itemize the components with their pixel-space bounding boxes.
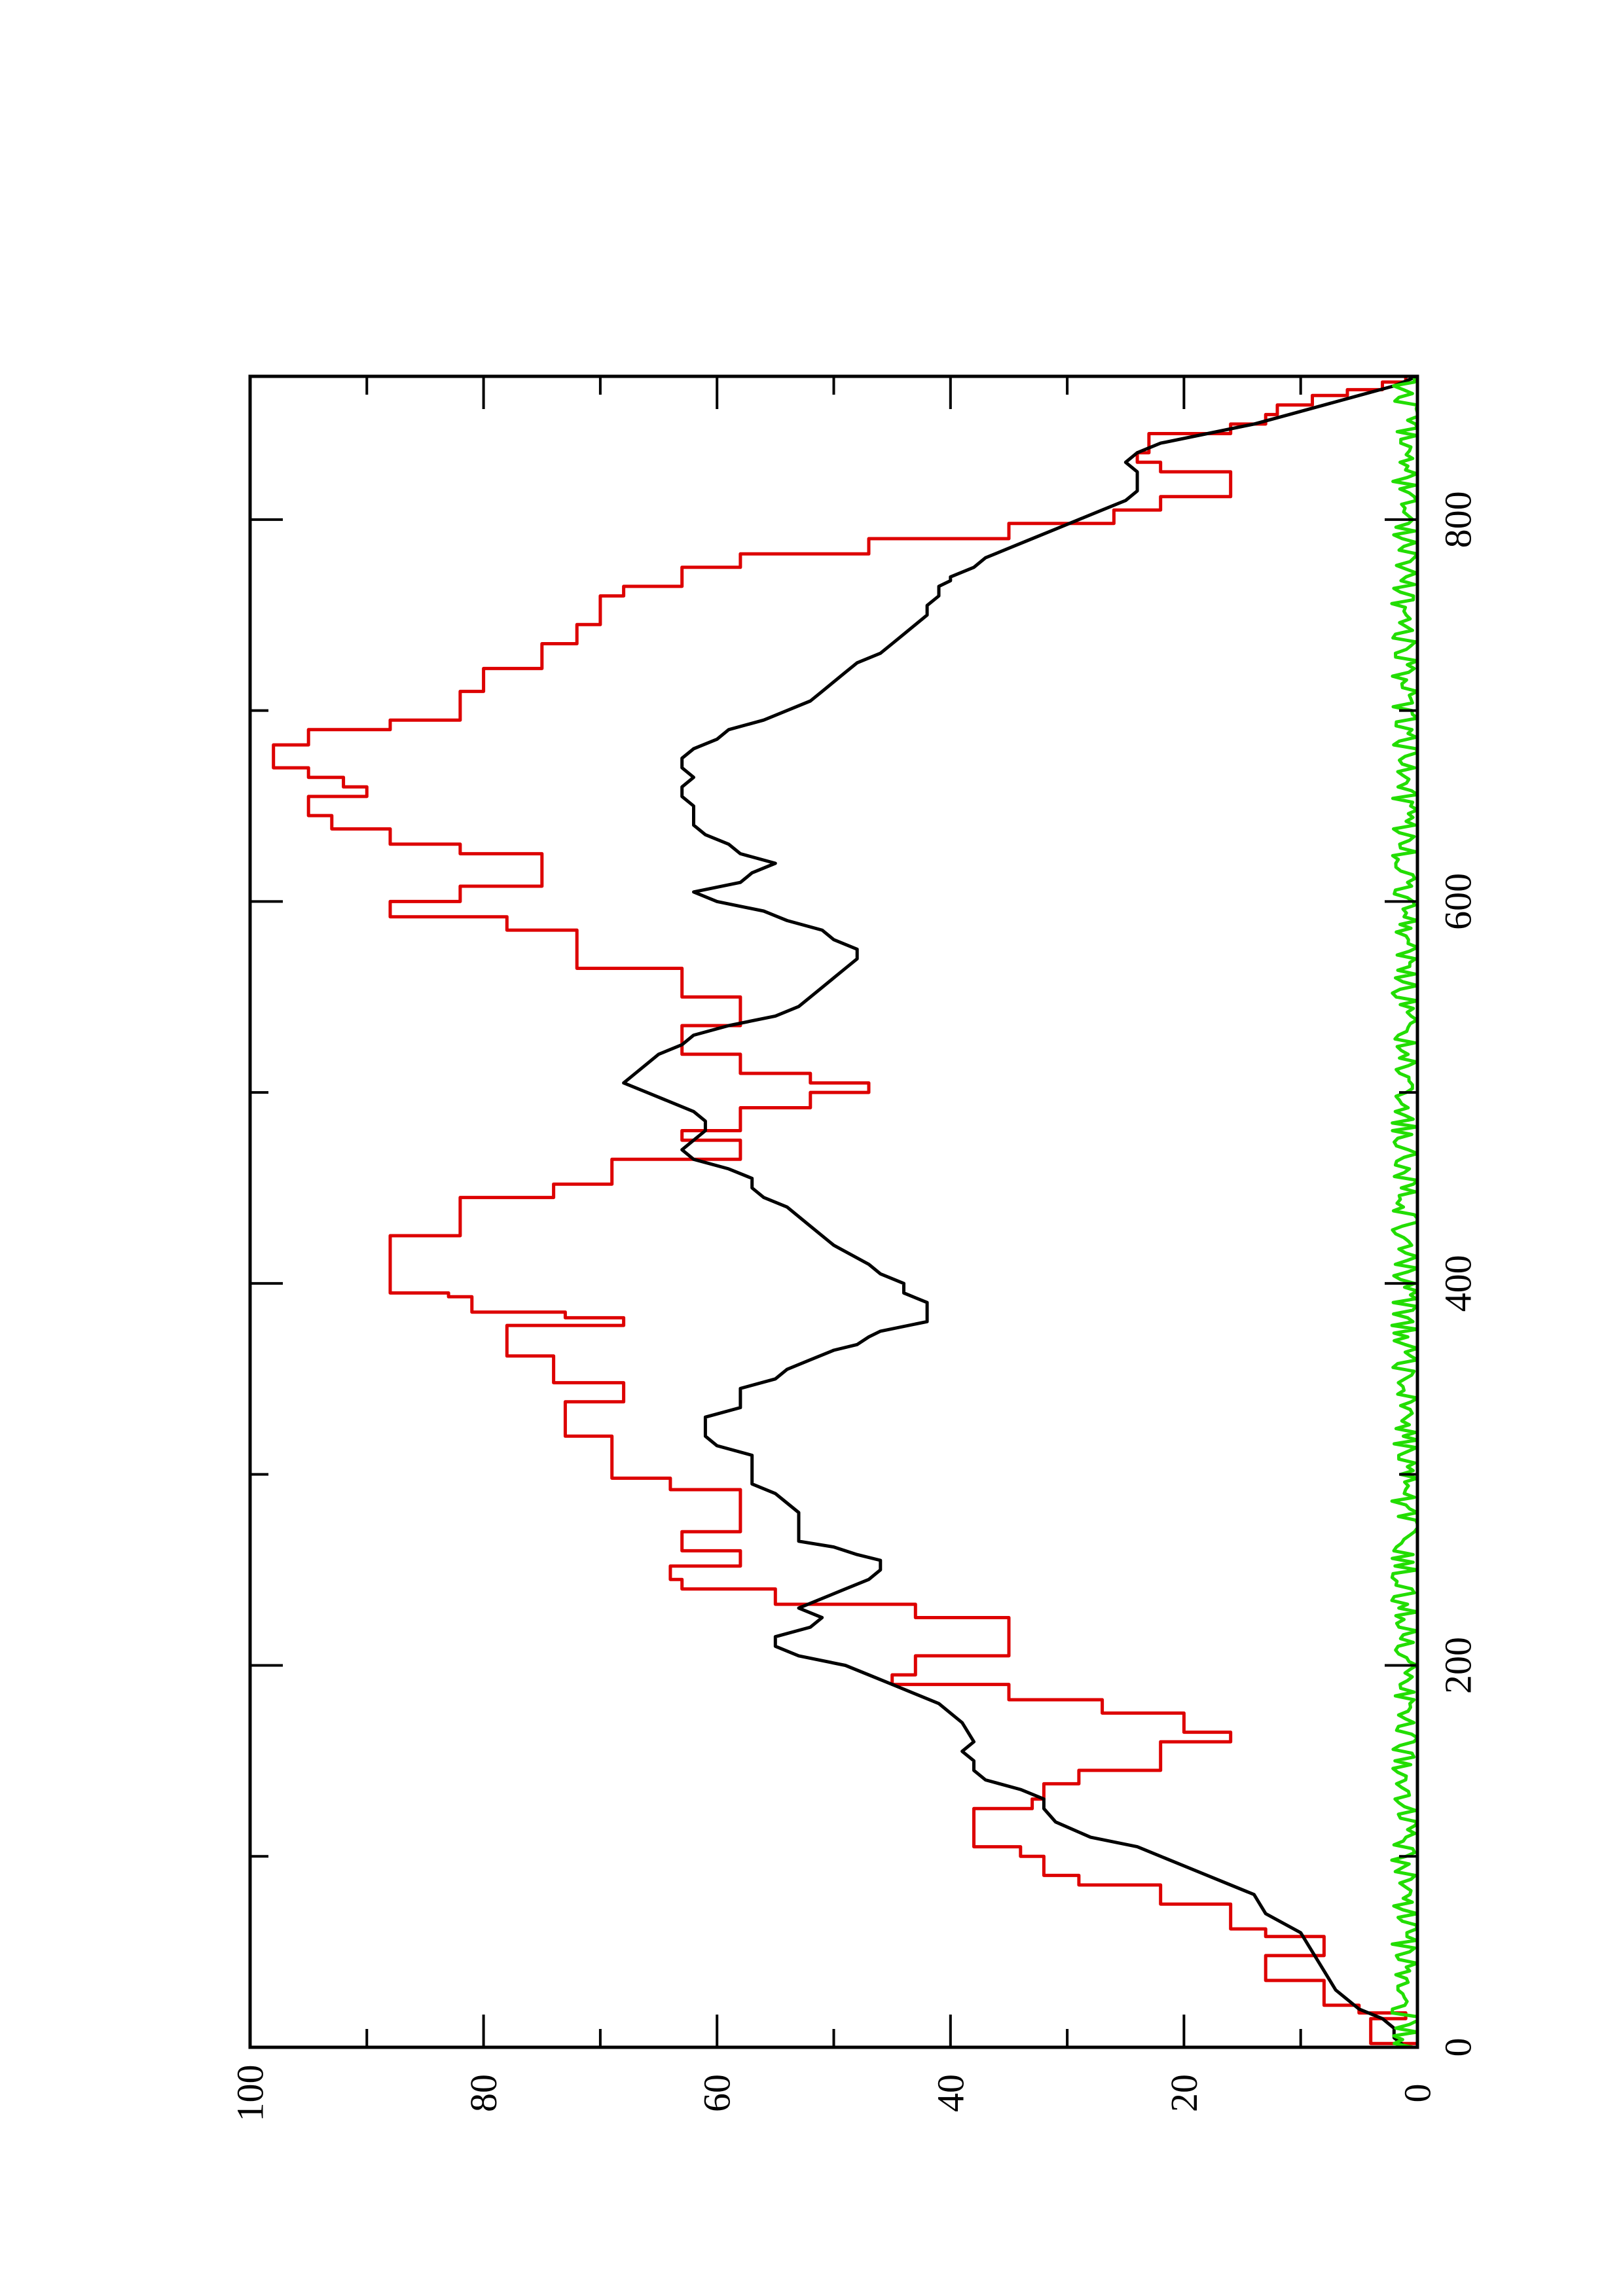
series-lines [272,376,1417,2047]
y-tick-label: 20 [1163,2074,1205,2112]
series-line-1 [272,376,1417,2047]
x-tick-label: 800 [1437,491,1480,548]
plot-frame [248,374,1419,2049]
y-tick-label: 40 [929,2074,972,2112]
series-line-3 [1390,378,1417,2047]
x-tick-label: 200 [1437,1637,1480,1694]
y-tick-label: 60 [696,2074,739,2112]
series-line-2 [622,376,1417,2047]
x-tick-label: 0 [1437,2038,1480,2057]
axis-ticks [249,376,1419,2049]
x-tick-label: 400 [1437,1255,1480,1312]
y-tick-label: 0 [1396,2084,1439,2103]
x-tick-label: 600 [1437,873,1480,930]
tick-labels: 0 200 400 600 800 0 20 40 60 80 100 [229,491,1480,2121]
y-tick-label: 80 [462,2074,505,2112]
y-tick-label: 100 [229,2065,272,2122]
